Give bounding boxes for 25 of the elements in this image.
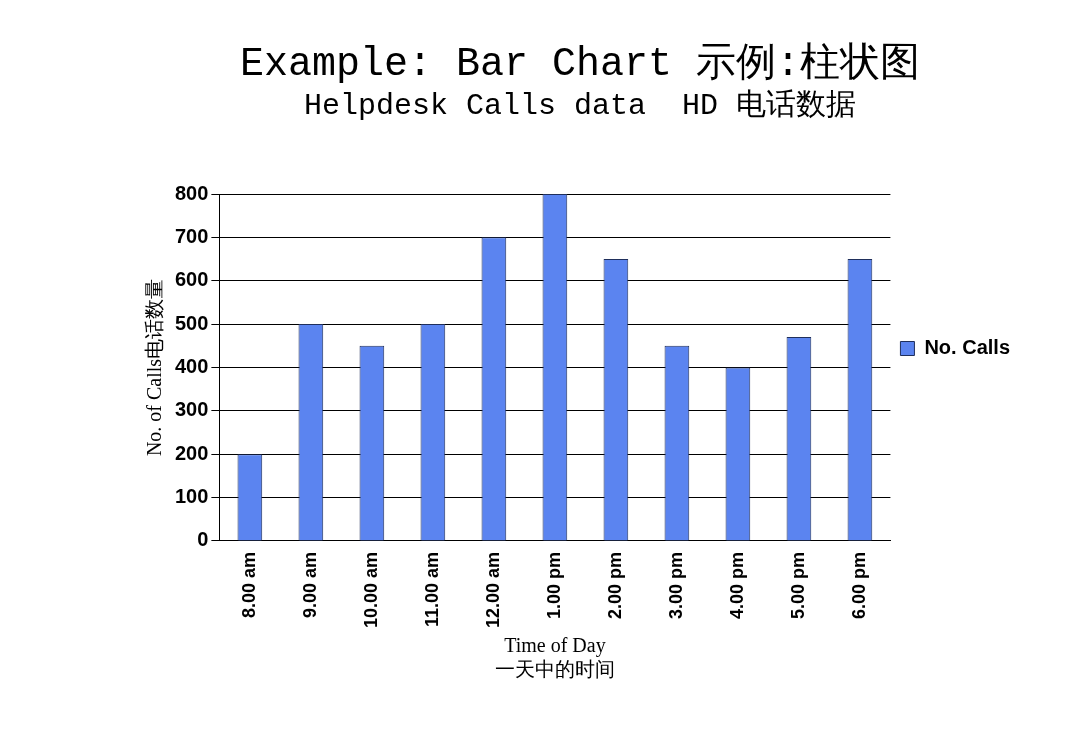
x-tick-label: 6.00 pm (848, 551, 869, 619)
y-axis-title: No. of Calls电话数量 (143, 278, 166, 457)
x-tick-label: 9.00 am (299, 551, 320, 618)
y-tick-label: 600 (174, 268, 209, 291)
x-tick-label: 5.00 pm (787, 551, 808, 619)
x-tick-label: 2.00 pm (604, 551, 625, 619)
x-axis-title: Time of Day 一天中的时间 (494, 634, 615, 681)
x-tick-label: 3.00 pm (665, 551, 686, 619)
y-tick-label: 200 (174, 441, 209, 464)
y-tick-label: 400 (174, 354, 209, 377)
y-tick-label: 100 (174, 485, 209, 508)
x-tick-label: 1.00 pm (543, 551, 564, 619)
y-tick-label: 800 (174, 181, 209, 204)
chart-subtitle: Helpdesk Calls data HD 电话数据 (303, 88, 857, 123)
y-tick-label: 500 (174, 311, 209, 334)
y-tick-label: 700 (174, 224, 209, 247)
y-tick-label: 0 (197, 528, 209, 551)
chart-title: Example: Bar Chart 示例:柱状图 (239, 41, 921, 87)
legend-label: No. Calls (924, 336, 1010, 359)
x-tick-label: 10.00 am (360, 551, 381, 628)
x-tick-label: 12.00 am (482, 551, 503, 628)
y-tick-label: 300 (174, 398, 209, 421)
x-tick-label: 11.00 am (421, 551, 442, 628)
x-tick-label: 4.00 pm (726, 551, 747, 619)
x-tick-label: 8.00 am (238, 551, 259, 618)
